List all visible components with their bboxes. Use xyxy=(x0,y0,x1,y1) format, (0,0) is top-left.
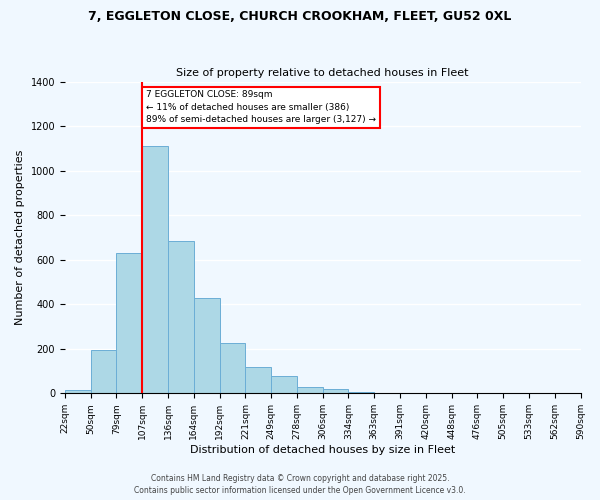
Bar xyxy=(91,350,116,394)
Bar xyxy=(323,389,349,394)
Bar xyxy=(271,376,297,394)
Bar xyxy=(168,241,194,394)
Bar xyxy=(194,298,220,394)
Bar xyxy=(297,386,323,394)
Bar xyxy=(116,253,142,394)
X-axis label: Distribution of detached houses by size in Fleet: Distribution of detached houses by size … xyxy=(190,445,455,455)
Bar xyxy=(349,392,374,394)
Text: Contains HM Land Registry data © Crown copyright and database right 2025.
Contai: Contains HM Land Registry data © Crown c… xyxy=(134,474,466,495)
Text: 7 EGGLETON CLOSE: 89sqm
← 11% of detached houses are smaller (386)
89% of semi-d: 7 EGGLETON CLOSE: 89sqm ← 11% of detache… xyxy=(146,90,376,124)
Bar xyxy=(245,366,271,394)
Bar xyxy=(65,390,91,394)
Bar xyxy=(142,146,168,394)
Title: Size of property relative to detached houses in Fleet: Size of property relative to detached ho… xyxy=(176,68,469,78)
Y-axis label: Number of detached properties: Number of detached properties xyxy=(15,150,25,325)
Bar xyxy=(220,343,245,394)
Text: 7, EGGLETON CLOSE, CHURCH CROOKHAM, FLEET, GU52 0XL: 7, EGGLETON CLOSE, CHURCH CROOKHAM, FLEE… xyxy=(88,10,512,23)
